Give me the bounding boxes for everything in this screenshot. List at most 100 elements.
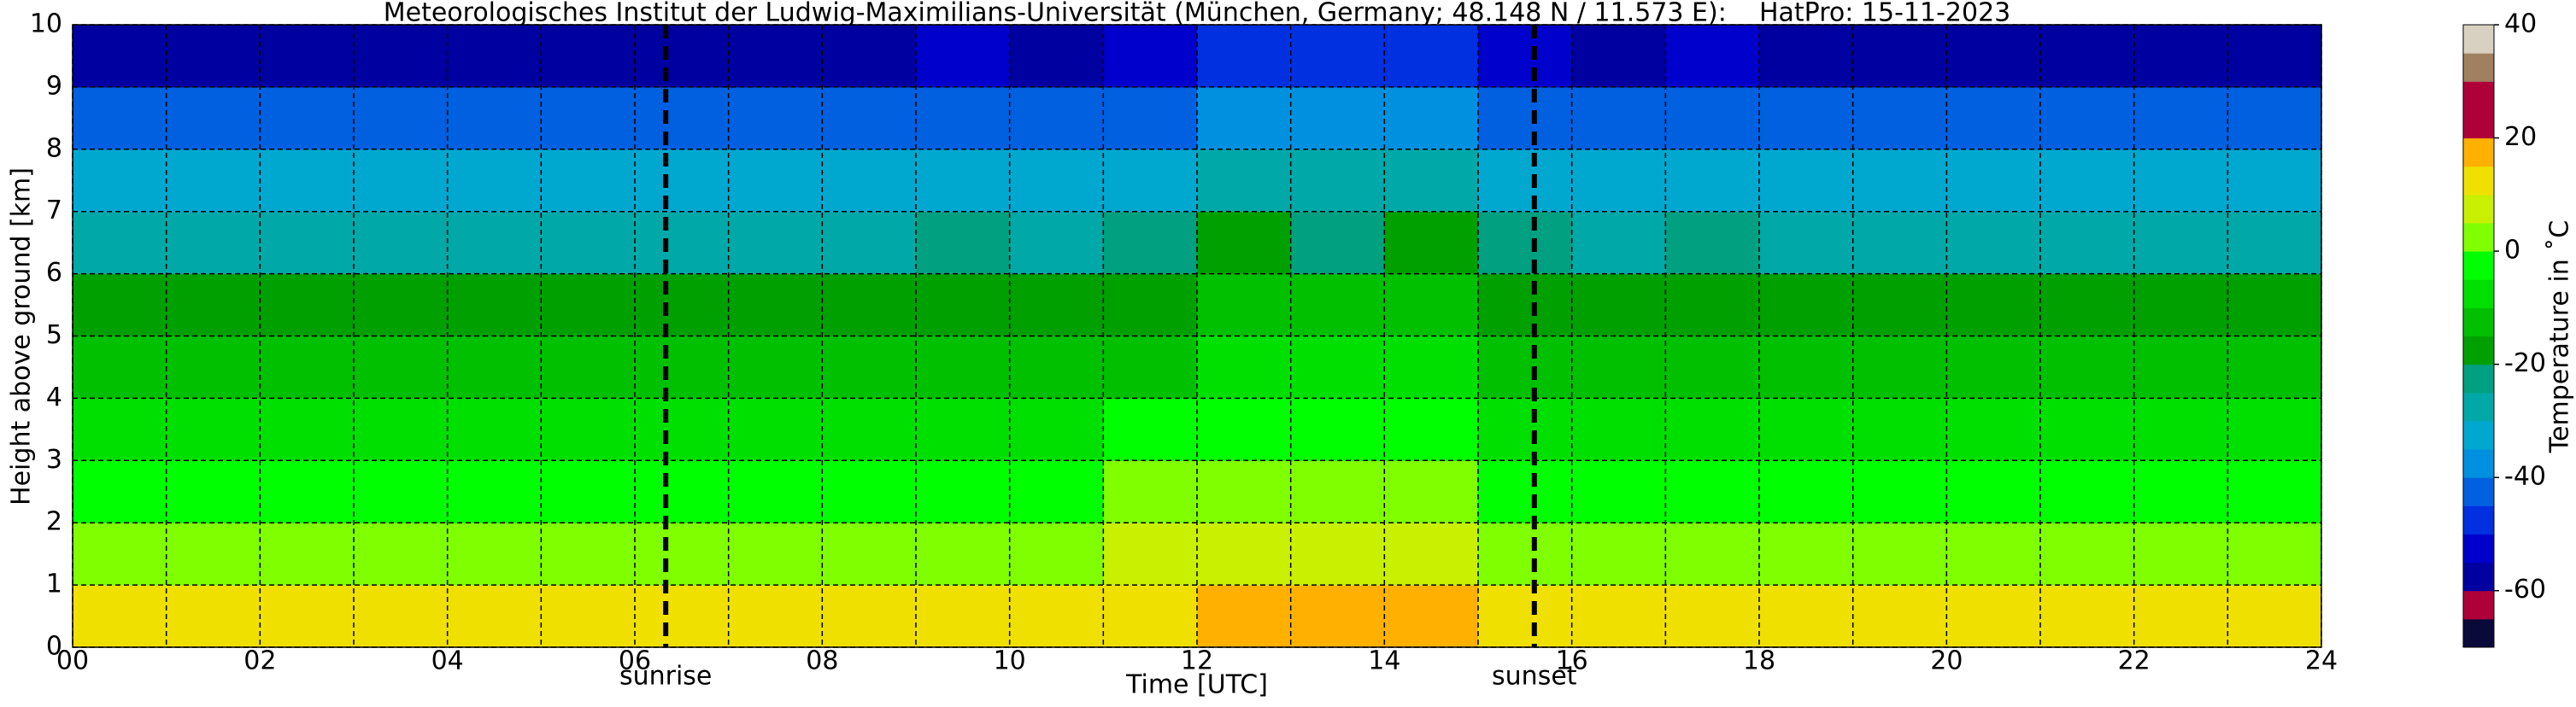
heatmap-cell xyxy=(1571,273,1666,337)
heatmap-cell xyxy=(822,336,917,399)
colorbar-segment xyxy=(2463,562,2494,592)
heatmap-cell xyxy=(354,25,449,88)
heatmap-cell xyxy=(260,336,355,399)
heatmap-cell xyxy=(822,211,917,275)
heatmap-cell xyxy=(1665,460,1760,523)
heatmap-cell xyxy=(1103,336,1198,399)
heatmap-cell xyxy=(447,460,542,523)
heatmap-cell xyxy=(1290,25,1385,88)
heatmap-cell xyxy=(1009,149,1104,213)
heatmap-cell xyxy=(1946,523,2041,586)
heatmap-cell xyxy=(2133,336,2228,399)
heatmap-cell xyxy=(2227,523,2322,586)
heatmap-cell xyxy=(2040,149,2135,213)
heatmap-cell xyxy=(2227,25,2322,88)
heatmap-cell xyxy=(260,398,355,461)
x-tick-label: 16 xyxy=(1556,646,1588,676)
heatmap-cell xyxy=(447,86,542,150)
heatmap-cell xyxy=(2133,585,2228,648)
y-tick-label: 3 xyxy=(46,445,62,475)
heatmap-cell xyxy=(1290,398,1385,461)
heatmap-cell xyxy=(1571,25,1666,88)
heatmap-cell xyxy=(1478,273,1573,337)
heatmap-cell xyxy=(2040,273,2135,337)
heatmap-cell xyxy=(1946,273,2041,337)
heatmap-cell xyxy=(728,86,823,150)
x-tick-label: 00 xyxy=(56,646,89,676)
heatmap-cell xyxy=(1946,398,2041,461)
heatmap-cell xyxy=(354,460,449,523)
heatmap-cell xyxy=(1103,460,1198,523)
heatmap-cell xyxy=(447,273,542,337)
heatmap-cell xyxy=(354,585,449,648)
heatmap-cell xyxy=(916,211,1011,275)
heatmap-cell xyxy=(635,273,730,337)
heatmap-cell xyxy=(635,336,730,399)
heatmap-cell xyxy=(260,273,355,337)
x-tick-label: 10 xyxy=(994,646,1026,676)
heatmap-cell xyxy=(1197,336,1292,399)
heatmap-cell xyxy=(728,585,823,648)
heatmap-cell xyxy=(2133,398,2228,461)
heatmap-cell xyxy=(541,86,636,150)
colorbar-segment xyxy=(2463,449,2494,478)
x-tick-label: 24 xyxy=(2305,646,2338,676)
heatmap-cell xyxy=(166,86,261,150)
heatmap-cell xyxy=(1290,211,1385,275)
heatmap-cell xyxy=(1571,211,1666,275)
x-axis-label: Time [UTC] xyxy=(1125,670,1268,700)
colorbar-segment xyxy=(2463,364,2494,394)
colorbar-tick-label: 0 xyxy=(2504,236,2520,266)
heatmap-cell xyxy=(166,585,261,648)
colorbar-segment xyxy=(2463,222,2494,252)
heatmap-cell xyxy=(635,25,730,88)
heatmap-cell xyxy=(1290,523,1385,586)
heatmap-cell xyxy=(635,149,730,213)
plot-frame xyxy=(72,24,2322,648)
heatmap-cell xyxy=(1009,523,1104,586)
heatmap-cell xyxy=(541,25,636,88)
heatmap-cell xyxy=(260,460,355,523)
heatmap-cell xyxy=(1384,273,1479,337)
y-tick-label: 9 xyxy=(46,71,62,101)
colorbar-segment xyxy=(2463,590,2494,620)
y-tick-label: 2 xyxy=(46,507,62,537)
colorbar-segment xyxy=(2463,505,2494,535)
y-tick-label: 0 xyxy=(46,632,62,662)
heatmap-cell xyxy=(1665,273,1760,337)
heatmap-cell xyxy=(1571,585,1666,648)
x-tick-label: 12 xyxy=(1181,646,1213,676)
y-tick-label: 8 xyxy=(46,133,62,163)
heatmap-cell xyxy=(354,211,449,275)
heatmap-cell xyxy=(728,25,823,88)
heatmap-cell xyxy=(1852,86,1947,150)
heatmap-cell xyxy=(1852,211,1947,275)
heatmap-cell xyxy=(2040,585,2135,648)
heatmap-cell xyxy=(1665,25,1760,88)
heatmap-cell xyxy=(1852,398,1947,461)
heatmap-cell xyxy=(1571,336,1666,399)
heatmap-cell xyxy=(1759,149,1854,213)
heatmap-cell xyxy=(2040,523,2135,586)
heatmap-cell xyxy=(1197,398,1292,461)
colorbar-segment xyxy=(2463,618,2494,648)
heatmap-cell xyxy=(73,25,167,88)
heatmap-cell xyxy=(541,149,636,213)
heatmap-cell xyxy=(1759,523,1854,586)
event-label: sunrise xyxy=(619,662,712,692)
heatmap-cell xyxy=(2133,460,2228,523)
heatmap-cell xyxy=(1478,398,1573,461)
heatmap-cell xyxy=(1197,460,1292,523)
x-tick-label: 14 xyxy=(1368,646,1400,676)
heatmap-cell xyxy=(354,149,449,213)
heatmap-cell xyxy=(1946,460,2041,523)
heatmap-cell xyxy=(2133,25,2228,88)
colorbar-tick-label: 20 xyxy=(2504,122,2537,152)
heatmap-cell xyxy=(1946,211,2041,275)
heatmap-cell xyxy=(447,523,542,586)
heatmap-cell xyxy=(73,86,167,150)
heatmap-cell xyxy=(166,149,261,213)
heatmap-cell xyxy=(1290,460,1385,523)
heatmap-cell xyxy=(635,585,730,648)
